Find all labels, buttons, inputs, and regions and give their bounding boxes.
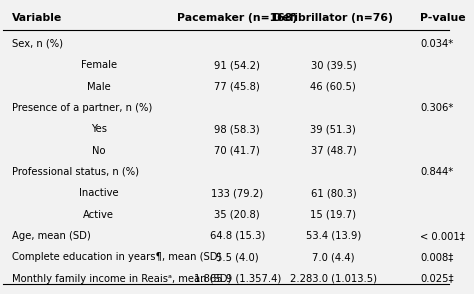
Text: 39 (51.3): 39 (51.3)	[310, 124, 356, 134]
Text: No: No	[92, 146, 106, 156]
Text: 77 (45.8): 77 (45.8)	[214, 81, 260, 91]
Text: 46 (60.5): 46 (60.5)	[310, 81, 356, 91]
Text: 133 (79.2): 133 (79.2)	[211, 188, 264, 198]
Text: Defibrillator (n=76): Defibrillator (n=76)	[273, 13, 393, 23]
Text: Monthly family income in Reaisᵃ, mean (SD): Monthly family income in Reaisᵃ, mean (S…	[12, 274, 231, 284]
Text: Variable: Variable	[12, 13, 62, 23]
Text: 61 (80.3): 61 (80.3)	[310, 188, 356, 198]
Text: Sex, n (%): Sex, n (%)	[12, 39, 63, 49]
Text: 53.4 (13.9): 53.4 (13.9)	[306, 231, 361, 241]
Text: 64.8 (15.3): 64.8 (15.3)	[210, 231, 265, 241]
Text: Active: Active	[83, 210, 114, 220]
Text: Professional status, n (%): Professional status, n (%)	[12, 167, 139, 177]
Text: 0.306*: 0.306*	[420, 103, 454, 113]
Text: Complete education in years¶, mean (SD): Complete education in years¶, mean (SD)	[12, 252, 221, 262]
Text: 0.844*: 0.844*	[420, 167, 454, 177]
Text: 5.5 (4.0): 5.5 (4.0)	[216, 252, 259, 262]
Text: 35 (20.8): 35 (20.8)	[214, 210, 260, 220]
Text: < 0.001‡: < 0.001‡	[420, 231, 465, 241]
Text: P-value: P-value	[420, 13, 466, 23]
Text: 30 (39.5): 30 (39.5)	[310, 60, 356, 70]
Text: 91 (54.2): 91 (54.2)	[214, 60, 260, 70]
Text: Inactive: Inactive	[79, 188, 118, 198]
Text: 37 (48.7): 37 (48.7)	[310, 146, 356, 156]
Text: 2.283.0 (1.013.5): 2.283.0 (1.013.5)	[290, 274, 377, 284]
Text: 1.865.9 (1.357.4): 1.865.9 (1.357.4)	[194, 274, 281, 284]
Text: 7.0 (4.4): 7.0 (4.4)	[312, 252, 355, 262]
Text: 15 (19.7): 15 (19.7)	[310, 210, 356, 220]
Text: Age, mean (SD): Age, mean (SD)	[12, 231, 91, 241]
Text: 98 (58.3): 98 (58.3)	[214, 124, 260, 134]
Text: Pacemaker (n=168): Pacemaker (n=168)	[177, 13, 297, 23]
Text: Female: Female	[81, 60, 117, 70]
Text: 0.008‡: 0.008‡	[420, 252, 454, 262]
Text: 0.025‡: 0.025‡	[420, 274, 454, 284]
Text: Male: Male	[87, 81, 111, 91]
Text: 0.034*: 0.034*	[420, 39, 454, 49]
Text: Presence of a partner, n (%): Presence of a partner, n (%)	[12, 103, 152, 113]
Text: 70 (41.7): 70 (41.7)	[214, 146, 260, 156]
Text: Yes: Yes	[91, 124, 107, 134]
